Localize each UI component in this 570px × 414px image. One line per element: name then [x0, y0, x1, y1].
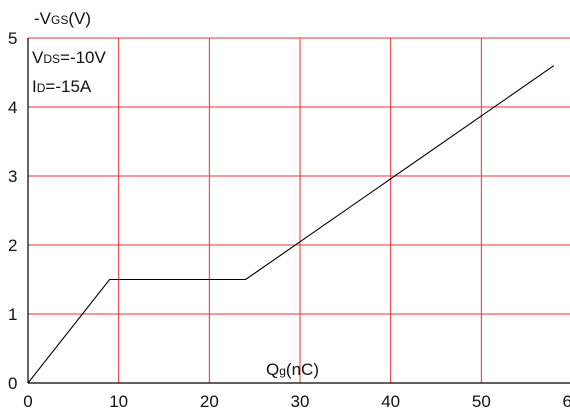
x-axis-label: Qg(nC): [266, 360, 319, 379]
y-axis-label: -VGS(V): [34, 9, 91, 28]
x-tick-label-0: 0: [23, 392, 32, 411]
series-line-0: [27, 65, 555, 384]
series-group: [27, 65, 555, 384]
annotation-vds: VDS=-10V: [32, 48, 107, 67]
x-tick-label-10: 10: [109, 392, 128, 411]
y-tick-label-5: 5: [8, 29, 17, 48]
y-tick-label-1: 1: [8, 305, 17, 324]
axes: [27, 38, 570, 384]
y-tick-label-4: 4: [8, 98, 17, 117]
y-tick-label-0: 0: [8, 374, 17, 393]
x-tick-label-50: 50: [472, 392, 491, 411]
x-tick-label-20: 20: [200, 392, 219, 411]
x-tick-label-40: 40: [381, 392, 400, 411]
x-tick-label-60: 60: [563, 392, 570, 411]
y-tick-label-3: 3: [8, 167, 17, 186]
y-tick-label-2: 2: [8, 236, 17, 255]
tick-labels: 0 10 20 30 40 50 60 0 1 2 3 4 5: [8, 29, 570, 411]
annotation-id: ID=-15A: [32, 77, 92, 96]
grid-lines: [28, 37, 570, 383]
x-tick-label-30: 30: [291, 392, 310, 411]
